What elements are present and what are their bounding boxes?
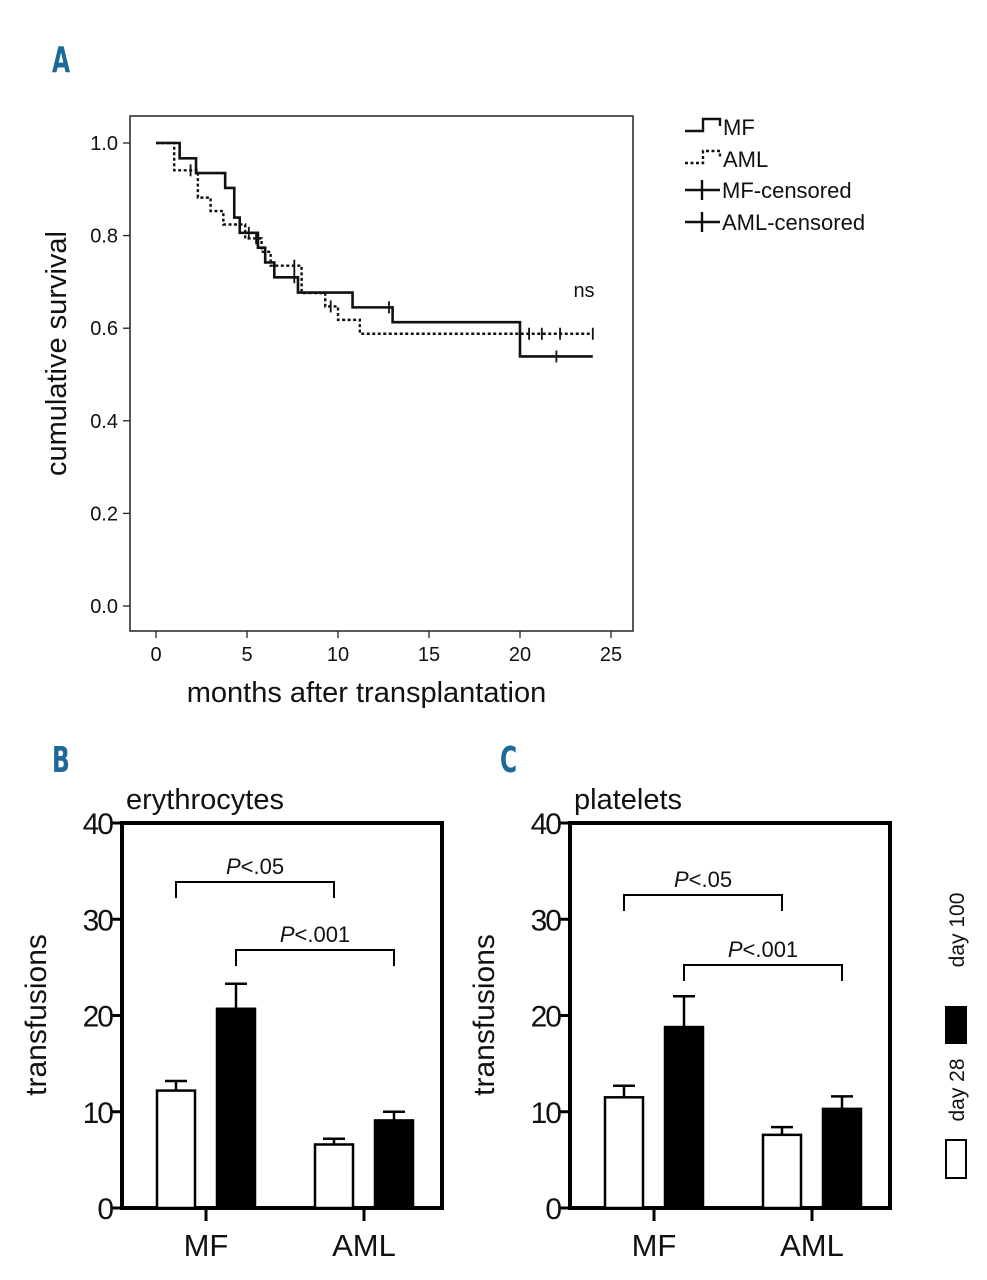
y-tick-label-a: 1.0 <box>90 133 118 155</box>
p-threshold: <.001 <box>295 922 351 947</box>
bar-mf-day-28 <box>603 1096 645 1210</box>
p-value-label-c: P<.001 <box>728 937 798 962</box>
x-tick-label-mf: MF <box>184 1228 229 1263</box>
x-tick-label-a: 5 <box>241 644 252 666</box>
y-tick-label-a: 0.4 <box>90 411 118 433</box>
legend-swatch-day-100 <box>945 1006 967 1044</box>
panel-letter-b: B <box>52 740 70 781</box>
panel-letter-c: C <box>500 740 518 781</box>
x-tick-label-a: 15 <box>418 644 440 666</box>
bar-aml-day-28 <box>313 1143 355 1210</box>
chart-title-b: erythrocytes <box>126 784 284 816</box>
survival-curve-mf <box>156 141 593 358</box>
bar-aml-day-100 <box>821 1107 863 1210</box>
comparison-bracket-b <box>235 949 395 966</box>
y-tick-label-b: 20 <box>83 1001 114 1034</box>
bar-aml-day-100 <box>373 1119 415 1210</box>
comparison-bracket-c <box>623 894 783 911</box>
legend-label-aml: AML <box>723 147 768 172</box>
p-symbol: P <box>728 937 743 962</box>
x-axis-label-a: months after transplantation <box>187 677 546 709</box>
y-tick-label-c: 40 <box>531 808 562 841</box>
x-tick-label-a: 20 <box>509 644 531 666</box>
legend-symbol-mf <box>685 117 722 133</box>
x-tick-label-a: 0 <box>150 644 161 666</box>
x-tick-label-mf: MF <box>632 1228 677 1263</box>
y-axis-label-a: cumulative survival <box>41 231 73 476</box>
plot-frame-a <box>129 115 634 632</box>
x-tick-label-aml: AML <box>332 1228 396 1263</box>
bar-mf-day-100 <box>215 1007 257 1210</box>
legend-label-day-28: day 28 <box>946 1058 969 1121</box>
y-tick-label-a: 0.6 <box>90 318 118 340</box>
x-tick-label-aml: AML <box>780 1228 844 1263</box>
x-tick-label-a: 10 <box>327 644 349 666</box>
y-tick-label-a: 0.0 <box>90 596 118 618</box>
y-tick-label-c: 10 <box>531 1097 562 1130</box>
y-tick-label-c: 30 <box>531 904 562 937</box>
legend-label-mf-censored: MF-censored <box>722 178 852 203</box>
panel-letter-a: A <box>52 40 71 81</box>
y-tick-label-a: 0.2 <box>90 503 118 525</box>
bar-aml-day-28 <box>761 1133 803 1210</box>
y-axis-label-c: transfusions <box>468 934 501 1096</box>
p-value-label-b: P<.05 <box>226 854 284 879</box>
y-tick-label-b: 30 <box>83 904 114 937</box>
p-threshold: <.05 <box>241 854 284 879</box>
y-tick-label-c: 20 <box>531 1001 562 1034</box>
legend-symbol-aml <box>685 149 722 165</box>
bar-mf-day-100 <box>663 1025 705 1210</box>
y-tick-label-c: 0 <box>545 1193 561 1226</box>
p-threshold: <.05 <box>689 867 732 892</box>
chart-title-c: platelets <box>574 784 682 816</box>
y-tick-label-b: 10 <box>83 1097 114 1130</box>
p-value-label-c: P<.05 <box>674 867 732 892</box>
legend-label-aml-censored: AML-censored <box>722 210 865 235</box>
y-tick-label-a: 0.8 <box>90 226 118 248</box>
legend-swatch-day-28 <box>945 1139 967 1179</box>
y-axis-label-b: transfusions <box>20 934 53 1096</box>
p-symbol: P <box>226 854 241 879</box>
significance-annotation-a: ns <box>573 280 594 302</box>
comparison-bracket-c <box>683 964 843 981</box>
bar-mf-day-28 <box>155 1089 197 1210</box>
p-symbol: P <box>674 867 689 892</box>
survival-curve-aml <box>156 141 593 335</box>
p-value-label-b: P<.001 <box>280 922 350 947</box>
legend-label-day-100: day 100 <box>946 893 969 968</box>
p-threshold: <.001 <box>743 937 799 962</box>
comparison-bracket-b <box>175 881 335 898</box>
y-tick-label-b: 0 <box>97 1193 113 1226</box>
y-tick-label-b: 40 <box>83 808 114 841</box>
p-symbol: P <box>280 922 295 947</box>
x-tick-label-a: 25 <box>600 644 622 666</box>
legend-label-mf: MF <box>723 115 755 140</box>
